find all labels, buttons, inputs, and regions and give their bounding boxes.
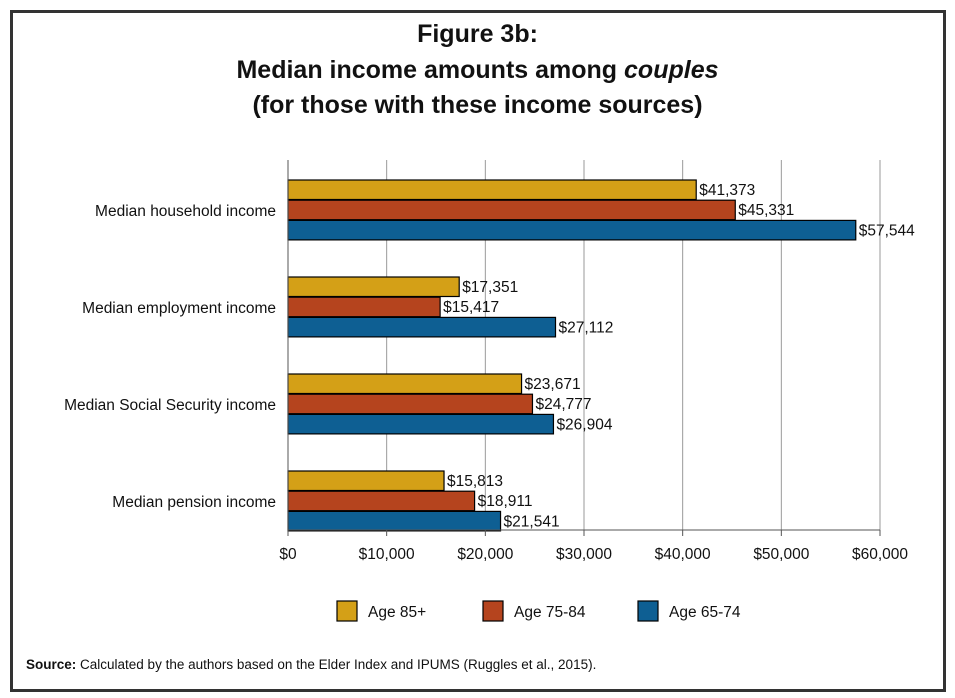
- bar: [287, 316, 557, 338]
- data-label: $57,544: [859, 222, 915, 239]
- data-label: $45,331: [738, 202, 794, 219]
- x-tick-label: $40,000: [655, 546, 711, 563]
- bar: [287, 219, 857, 241]
- chart-title-emphasis: couples: [624, 56, 719, 84]
- data-label: $24,777: [535, 396, 591, 413]
- legend: Age 85+ Age 75-84 Age 65-74: [336, 600, 741, 622]
- chart-title-prefix: Median income amounts among: [236, 56, 625, 84]
- x-tick-label: $10,000: [359, 546, 415, 563]
- data-label: $23,671: [525, 376, 581, 393]
- figure-number: Figure 3b:: [417, 20, 538, 48]
- source-label: Source:: [26, 657, 77, 672]
- bar: [287, 393, 534, 415]
- bar: [287, 413, 555, 435]
- data-label: $17,351: [462, 279, 518, 296]
- bar: [287, 199, 736, 221]
- legend-swatch: [482, 600, 504, 622]
- data-label: $18,911: [478, 493, 533, 510]
- chart-title: Median income amounts among couples: [0, 54, 955, 86]
- x-tick-label: $20,000: [457, 546, 513, 563]
- data-label: $41,373: [699, 182, 755, 199]
- category-label: Median pension income: [112, 494, 276, 511]
- legend-label: Age 85+: [368, 604, 426, 621]
- data-label: $21,541: [504, 513, 560, 530]
- bar: [287, 470, 445, 492]
- bars: $41,373 $45,331 $57,544 $17,351 $15,417 $27,1…: [287, 179, 915, 532]
- x-tick-label: $0: [279, 546, 297, 563]
- bar: [287, 490, 476, 512]
- bar: [287, 373, 523, 395]
- x-tick-label: $30,000: [556, 546, 612, 563]
- bar: [287, 296, 441, 318]
- category-labels: Median household income Median employment…: [64, 203, 276, 511]
- bar: [287, 179, 697, 201]
- data-label: $15,813: [447, 473, 503, 490]
- legend-label: Age 65-74: [669, 604, 741, 621]
- legend-swatch: [336, 600, 358, 622]
- x-tick-label: $50,000: [753, 546, 809, 563]
- source-text: Calculated by the authors based on the E…: [76, 657, 597, 672]
- bar: [287, 510, 502, 532]
- figure-frame: [10, 10, 946, 692]
- x-axis: $0 $10,000 $20,000 $30,000 $40,000 $50,000 $60…: [279, 160, 908, 563]
- category-label: Median employment income: [82, 300, 276, 317]
- bar: [287, 276, 460, 298]
- data-label: $26,904: [556, 416, 612, 433]
- data-label: $15,417: [443, 299, 499, 316]
- category-label: Median household income: [95, 203, 276, 220]
- data-label: $27,112: [559, 319, 614, 336]
- legend-label: Age 75-84: [514, 604, 586, 621]
- legend-swatch: [637, 600, 659, 622]
- source-note: Source: Calculated by the authors based …: [26, 657, 596, 672]
- x-tick-label: $60,000: [852, 546, 908, 563]
- chart-subtitle: (for those with these income sources): [252, 91, 703, 119]
- category-label: Median Social Security income: [64, 397, 276, 414]
